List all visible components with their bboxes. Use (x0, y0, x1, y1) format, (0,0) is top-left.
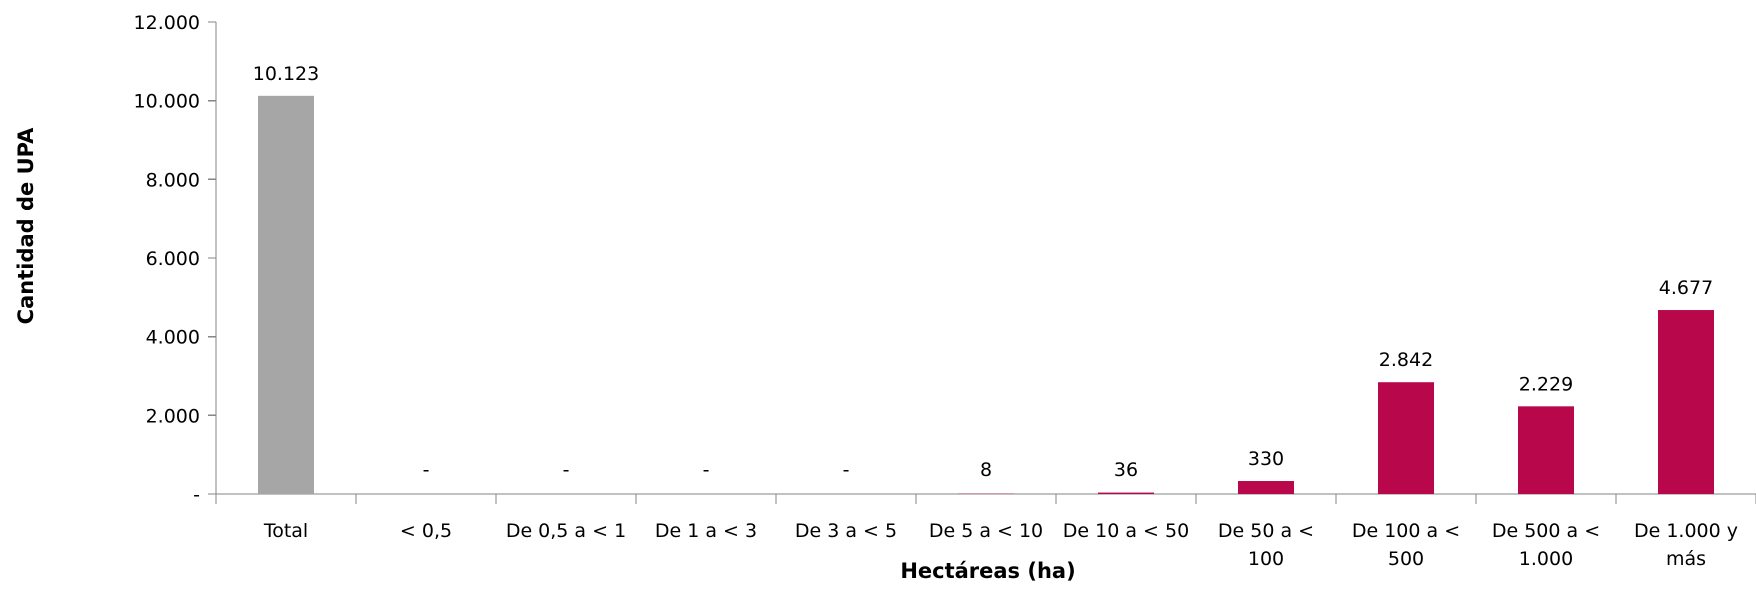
y-tick-label: 6.000 (146, 248, 200, 270)
data-label: - (423, 459, 430, 481)
x-tick-label: De 0,5 a < 1 (506, 520, 626, 542)
data-label: 330 (1248, 448, 1284, 470)
y-tick-label: 4.000 (146, 327, 200, 349)
y-tick-label: - (193, 484, 200, 506)
x-axis: Total < 0,5 De 0,5 a < 1 De 1 a < 3 De 3 a <… (215, 493, 1756, 570)
data-label: - (703, 459, 710, 481)
x-tick-label: De 500 a < 1.000 (1492, 520, 1600, 570)
y-tick-label: 12.000 (134, 12, 200, 34)
x-tick-label: < 0,5 (400, 520, 452, 542)
x-tick-label-line: < 0,5 (400, 520, 452, 542)
data-label: 2.229 (1519, 373, 1573, 395)
x-tick-label: Total (263, 520, 308, 542)
y-tick-label: 10.000 (134, 91, 200, 113)
y-axis-title: Cantidad de UPA (14, 127, 38, 324)
x-tick-label: De 1 a < 3 (655, 520, 757, 542)
x-tick-label-line: De 100 a < (1352, 520, 1460, 542)
bar (258, 95, 314, 494)
x-tick-label: De 1.000 y más (1634, 520, 1738, 570)
x-tick-label: De 100 a < 500 (1352, 520, 1460, 570)
x-tick-label-line: De 10 a < 50 (1063, 520, 1189, 542)
x-tick-label-line: 1.000 (1519, 548, 1573, 570)
x-tick-label: De 5 a < 10 (929, 520, 1043, 542)
x-tick-label-line: De 5 a < 10 (929, 520, 1043, 542)
x-tick-label: De 50 a < 100 (1218, 520, 1314, 570)
x-tick-label-line: De 0,5 a < 1 (506, 520, 626, 542)
x-tick-label-line: 100 (1248, 548, 1284, 570)
x-tick-label-line: De 500 a < (1492, 520, 1600, 542)
x-axis-title: Hectáreas (ha) (900, 559, 1075, 583)
bar (1378, 382, 1434, 494)
y-tick-label: 8.000 (146, 169, 200, 191)
x-tick-label: De 3 a < 5 (795, 520, 897, 542)
bar (1238, 481, 1294, 494)
data-label: 36 (1114, 459, 1138, 481)
x-tick-label-line: más (1666, 548, 1706, 570)
bars-group (258, 95, 1714, 494)
bar (1518, 406, 1574, 494)
data-label: - (843, 459, 850, 481)
x-tick-label-line: 500 (1388, 548, 1424, 570)
y-tick-label: 2.000 (146, 405, 200, 427)
bar (1658, 310, 1714, 494)
x-tick-label: De 10 a < 50 (1063, 520, 1189, 542)
x-tick-label-line: De 50 a < (1218, 520, 1314, 542)
bar (1098, 492, 1154, 494)
x-tick-label-line: De 3 a < 5 (795, 520, 897, 542)
data-label: 2.842 (1379, 349, 1433, 371)
x-tick-label-line: Total (263, 520, 308, 542)
data-label: - (563, 459, 570, 481)
data-label: 4.677 (1659, 277, 1713, 299)
x-tick-label-line: De 1.000 y (1634, 520, 1738, 542)
y-axis: - 2.000 4.000 6.000 8.000 10.000 12.000 (134, 12, 217, 506)
data-label: 8 (980, 459, 992, 481)
data-label: 10.123 (253, 63, 319, 85)
x-tick-label-line: De 1 a < 3 (655, 520, 757, 542)
data-labels-group: 10.123 - - - - 8 36 330 2.842 2.229 4.677 (253, 63, 1713, 481)
